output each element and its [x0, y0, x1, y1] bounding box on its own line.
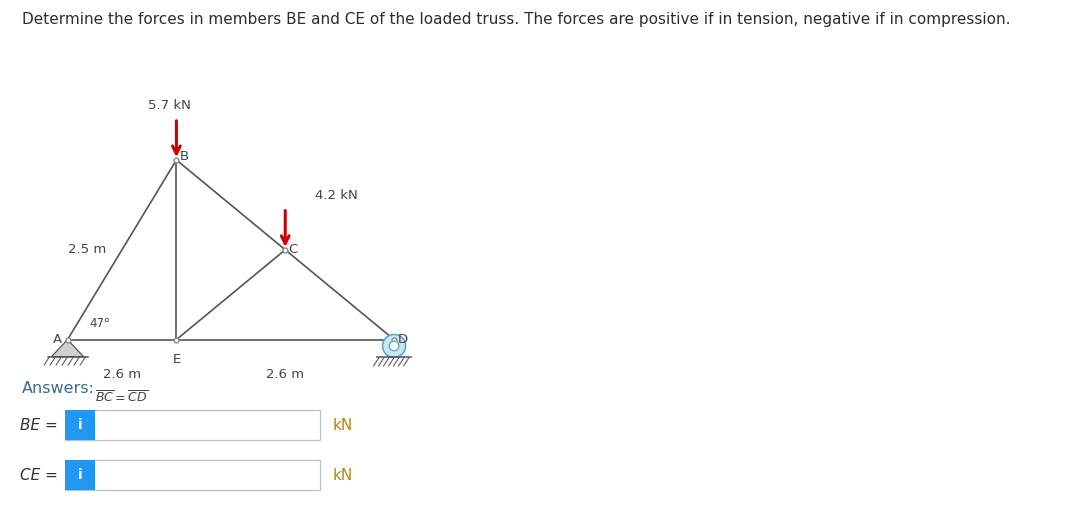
Text: BE =: BE = — [20, 417, 58, 433]
Text: B: B — [179, 150, 189, 163]
Text: 2.6 m: 2.6 m — [103, 367, 141, 381]
Text: 5.7 kN: 5.7 kN — [148, 99, 191, 112]
Text: A: A — [52, 333, 62, 346]
Text: D: D — [398, 333, 408, 346]
Text: 4.2 kN: 4.2 kN — [315, 189, 358, 202]
Text: E: E — [173, 353, 181, 366]
Text: 2.5 m: 2.5 m — [68, 243, 106, 256]
Text: $\overline{BC} = \overline{CD}$: $\overline{BC} = \overline{CD}$ — [96, 389, 148, 405]
Bar — [65, 460, 95, 490]
Text: kN: kN — [333, 417, 354, 433]
Text: i: i — [78, 468, 82, 482]
Polygon shape — [51, 340, 83, 357]
Text: Determine the forces in members BE and CE of the loaded truss. The forces are po: Determine the forces in members BE and C… — [22, 12, 1011, 27]
Bar — [65, 460, 320, 490]
Text: Answers:: Answers: — [22, 381, 95, 396]
Text: CE =: CE = — [20, 467, 58, 483]
Bar — [65, 410, 320, 440]
Circle shape — [382, 334, 406, 357]
Bar — [65, 410, 95, 440]
Text: kN: kN — [333, 467, 354, 483]
Text: i: i — [78, 418, 82, 432]
Text: 2.6 m: 2.6 m — [266, 367, 305, 381]
Text: C: C — [289, 243, 297, 256]
Text: 47°: 47° — [89, 317, 111, 330]
Circle shape — [389, 341, 399, 351]
